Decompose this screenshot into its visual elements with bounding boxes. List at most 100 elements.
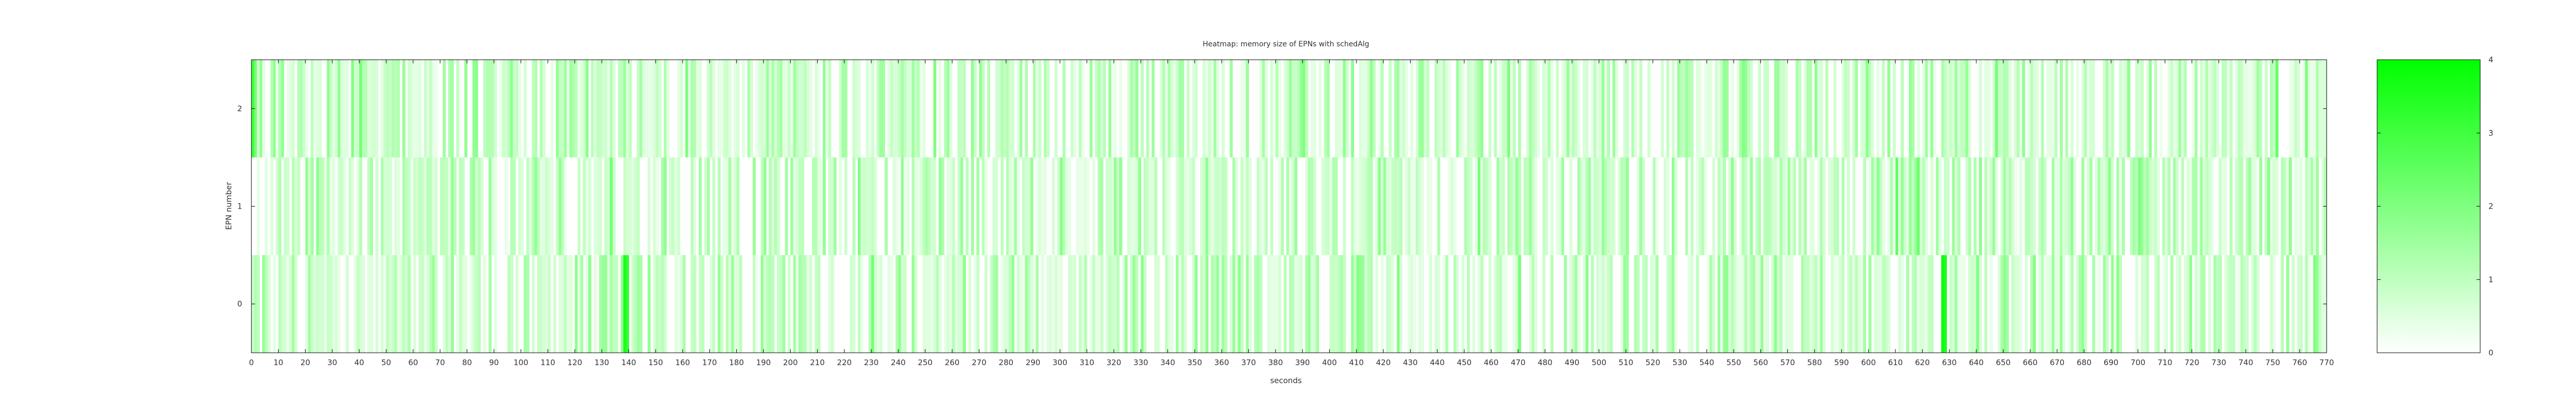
heat-cell [1294, 157, 1298, 255]
heat-cell [906, 60, 909, 158]
heat-cell [443, 60, 446, 158]
heat-cell [1763, 157, 1767, 255]
heat-cell [1337, 255, 1341, 353]
heat-cell [1202, 255, 1206, 353]
heat-cell [909, 60, 912, 158]
heat-cell [1599, 157, 1602, 255]
heat-cell [1488, 157, 1492, 255]
heat-cell [1178, 60, 1182, 158]
heat-cell [1262, 60, 1265, 158]
heat-cell [2173, 157, 2176, 255]
heat-cell [1809, 60, 1812, 158]
heat-cell [2313, 255, 2316, 353]
heat-cell [1763, 60, 1767, 158]
heat-cell [2116, 157, 2120, 255]
heat-cell [305, 157, 309, 255]
heat-cell [642, 60, 646, 158]
heat-cell [1720, 255, 1723, 353]
x-tick-label: 570 [1780, 358, 1795, 367]
heat-cell [779, 255, 783, 353]
heat-cell [1321, 157, 1325, 255]
heat-cell [351, 157, 354, 255]
heat-cell [1723, 255, 1726, 353]
heat-cell [564, 255, 567, 353]
x-tick-label: 260 [945, 358, 960, 367]
heat-cell [351, 60, 354, 158]
heat-cell [774, 60, 777, 158]
heat-cell [392, 60, 395, 158]
heat-cell [594, 60, 597, 158]
heat-cell [1590, 60, 1594, 158]
heat-cell [925, 255, 928, 353]
heat-cell [1725, 255, 1729, 353]
heat-cell [370, 157, 373, 255]
heat-cell [585, 60, 589, 158]
heat-cell [359, 255, 363, 353]
heat-cell [955, 255, 958, 353]
heat-cell [602, 60, 605, 158]
heat-cell [518, 60, 521, 158]
heat-cell [998, 60, 1001, 158]
heat-cell [1286, 60, 1290, 158]
heat-cell [763, 255, 767, 353]
heat-cell [1308, 255, 1311, 353]
heat-cell [2227, 255, 2230, 353]
heat-cell [1073, 60, 1077, 158]
heat-cell [534, 60, 538, 158]
heat-cell [2143, 255, 2147, 353]
heat-cell [515, 60, 519, 158]
heat-cell [1033, 255, 1036, 353]
heat-cell [2157, 255, 2160, 353]
heat-cell [1167, 255, 1171, 353]
heat-cell [1526, 60, 1530, 158]
heat-cell [1181, 60, 1184, 158]
heat-cell [1483, 157, 1486, 255]
heat-cell [599, 157, 602, 255]
heat-cell [790, 60, 794, 158]
heat-cell [963, 60, 966, 158]
heat-cell [1531, 255, 1535, 353]
heat-cell [337, 255, 341, 353]
x-tick-label: 720 [2184, 358, 2199, 367]
heat-cell [2205, 60, 2209, 158]
heat-cell [577, 255, 581, 353]
heat-cell [2130, 157, 2133, 255]
heat-cell [1065, 157, 1069, 255]
heat-cell [2143, 157, 2147, 255]
heat-cell [1003, 255, 1007, 353]
heat-cell [2213, 60, 2217, 158]
heat-cell [281, 60, 284, 158]
heat-cell [2246, 255, 2249, 353]
x-tick-label: 180 [729, 358, 744, 367]
heat-cell [712, 157, 716, 255]
heat-cell [2200, 157, 2203, 255]
heat-cell [1011, 157, 1015, 255]
heat-cell [480, 157, 484, 255]
heat-cell [1421, 157, 1425, 255]
heat-cell [769, 255, 772, 353]
heat-cell [2103, 60, 2106, 158]
heat-cell [2065, 60, 2069, 158]
heat-cell [335, 255, 338, 353]
heat-cell [1952, 60, 1955, 158]
heat-cell [1113, 255, 1117, 353]
heat-cell [690, 255, 694, 353]
heat-cell [321, 157, 325, 255]
heat-cell [1222, 60, 1225, 158]
heat-cell [901, 157, 904, 255]
heat-cell [1011, 255, 1015, 353]
heat-cell [1806, 60, 1810, 158]
heat-cell [1006, 60, 1009, 158]
heat-cell [2081, 255, 2084, 353]
heat-cell [1488, 60, 1492, 158]
x-tick-label: 10 [274, 358, 283, 367]
heat-cell [1984, 60, 1988, 158]
heat-cell [769, 60, 772, 158]
heat-cell [1478, 255, 1481, 353]
heat-cell [1623, 60, 1626, 158]
heat-cell [1696, 255, 1699, 353]
heat-cell [413, 157, 416, 255]
heat-cell [2146, 60, 2149, 158]
heat-cell [1397, 157, 1400, 255]
heat-cell [1375, 255, 1379, 353]
